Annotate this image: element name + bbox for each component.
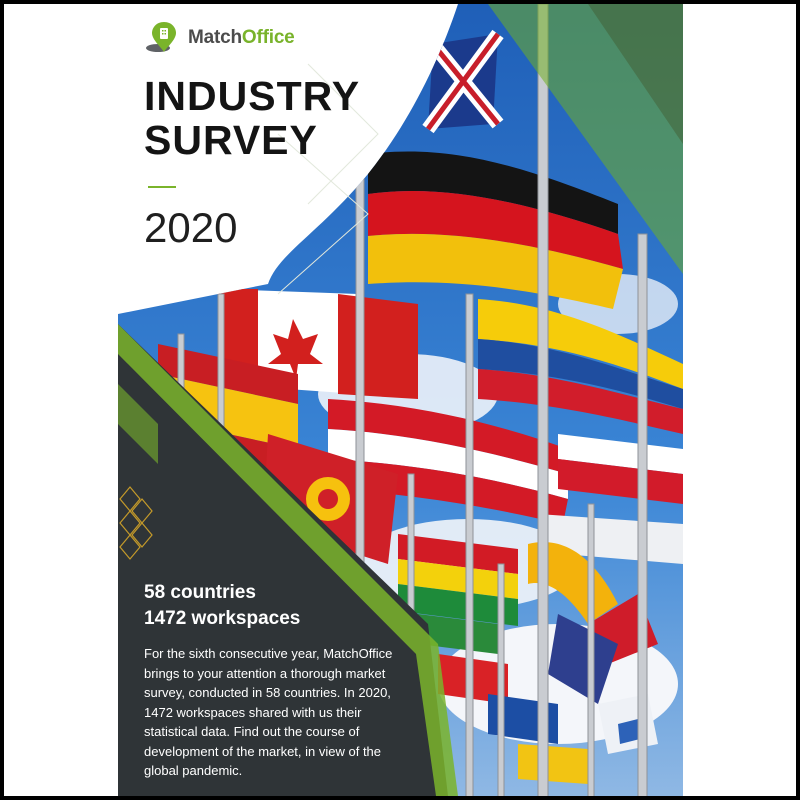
accent-rule (148, 186, 176, 188)
title-line-2: SURVEY (144, 117, 318, 163)
stat-countries: 58 countries (144, 582, 256, 603)
stat-workspaces: 1472 workspaces (144, 608, 301, 629)
diamond-pattern (119, 486, 153, 560)
flag-germany (368, 151, 623, 309)
green-accent-strip (118, 324, 458, 796)
brand-name-part2: Office (241, 27, 295, 48)
flag-yellow-blue-red (478, 299, 683, 434)
dark-panel (118, 324, 448, 796)
flag-bolivia (398, 534, 518, 626)
matchoffice-logo: MatchOffice (144, 20, 295, 56)
flag-uk (422, 29, 504, 134)
survey-title: INDUSTRY SURVEY (144, 74, 360, 162)
brand-name: MatchOffice (188, 27, 295, 49)
survey-year: 2020 (144, 204, 238, 251)
brand-name-part1: Match (188, 27, 242, 48)
map-pin-icon (146, 22, 176, 52)
title-line-1: INDUSTRY (144, 73, 361, 119)
survey-cover: MatchOffice INDUSTRY SURVEY 2020 58 coun… (118, 4, 683, 796)
flags-photo (118, 4, 683, 796)
survey-stats: 58 countries 1472 workspaces (144, 580, 300, 632)
survey-description: For the sixth consecutive year, MatchOff… (144, 646, 393, 778)
line-decoration (277, 63, 379, 295)
